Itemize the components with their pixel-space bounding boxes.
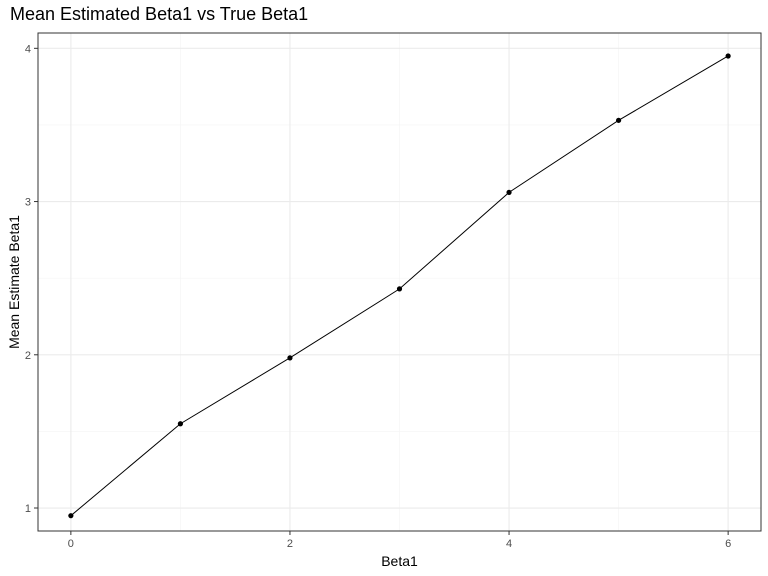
y-tick-label: 2	[25, 350, 31, 362]
data-point	[287, 355, 293, 361]
data-point	[725, 53, 731, 59]
data-point	[615, 117, 622, 123]
x-tick-label: 6	[725, 538, 731, 550]
x-tick-label: 2	[287, 538, 293, 550]
data-point	[177, 421, 184, 427]
data-point	[396, 286, 403, 292]
y-axis-title: Mean Estimate Beta1	[6, 215, 22, 349]
series-layer	[68, 53, 731, 519]
y-tick-label: 3	[25, 197, 31, 209]
x-tick-label: 0	[68, 538, 74, 550]
x-axis: 0 2 4 6	[68, 531, 731, 550]
data-point	[68, 513, 74, 519]
panel-border	[37, 32, 762, 532]
x-tick-label: 4	[506, 538, 512, 550]
x-axis-title: Beta1	[381, 553, 418, 569]
y-axis: 1 2 3 4	[25, 43, 38, 515]
data-point	[506, 189, 512, 195]
grid	[38, 33, 761, 531]
chart-title: Mean Estimated Beta1 vs True Beta1	[10, 4, 308, 24]
y-tick-label: 4	[25, 43, 31, 55]
y-tick-label: 1	[25, 503, 31, 515]
